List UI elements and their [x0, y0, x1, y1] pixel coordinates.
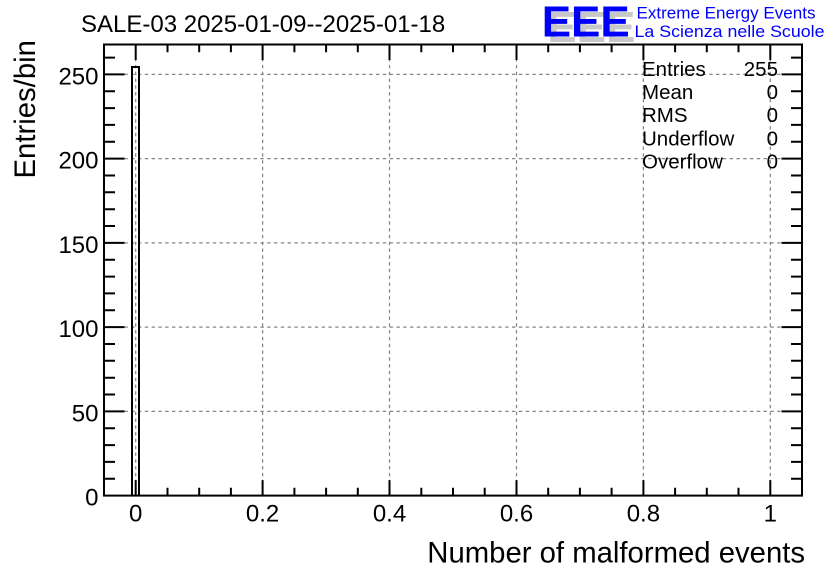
- svg-text:0.8: 0.8: [627, 501, 660, 528]
- svg-text:50: 50: [72, 400, 99, 427]
- svg-text:EEE: EEE: [547, 3, 635, 52]
- svg-text:100: 100: [58, 316, 98, 343]
- svg-text:Overflow: Overflow: [642, 151, 723, 174]
- svg-text:150: 150: [58, 232, 98, 259]
- svg-text:1: 1: [764, 501, 777, 528]
- svg-text:0.6: 0.6: [500, 501, 533, 528]
- svg-text:Entries/bin: Entries/bin: [9, 40, 42, 178]
- svg-text:EEE: EEE: [542, 0, 630, 47]
- svg-text:0: 0: [767, 151, 778, 174]
- svg-text:Entries: Entries: [642, 58, 706, 81]
- svg-text:0: 0: [767, 81, 778, 104]
- svg-text:Mean: Mean: [642, 81, 693, 104]
- svg-text:0: 0: [767, 104, 778, 127]
- svg-text:Number of malformed events: Number of malformed events: [427, 536, 805, 569]
- svg-text:250: 250: [58, 63, 98, 90]
- svg-text:255: 255: [744, 58, 778, 81]
- svg-text:SALE-03 2025-01-09--2025-01-18: SALE-03 2025-01-09--2025-01-18: [81, 11, 445, 38]
- svg-text:0: 0: [129, 501, 142, 528]
- svg-text:0.4: 0.4: [373, 501, 406, 528]
- svg-text:0: 0: [767, 127, 778, 150]
- svg-text:Underflow: Underflow: [642, 127, 734, 150]
- svg-text:La Scienza nelle Scuole: La Scienza nelle Scuole: [635, 22, 825, 41]
- svg-text:0: 0: [85, 485, 98, 512]
- svg-text:Extreme Energy Events: Extreme Energy Events: [637, 4, 816, 23]
- svg-text:0.2: 0.2: [246, 501, 279, 528]
- svg-text:RMS: RMS: [642, 104, 688, 127]
- svg-text:200: 200: [58, 148, 98, 175]
